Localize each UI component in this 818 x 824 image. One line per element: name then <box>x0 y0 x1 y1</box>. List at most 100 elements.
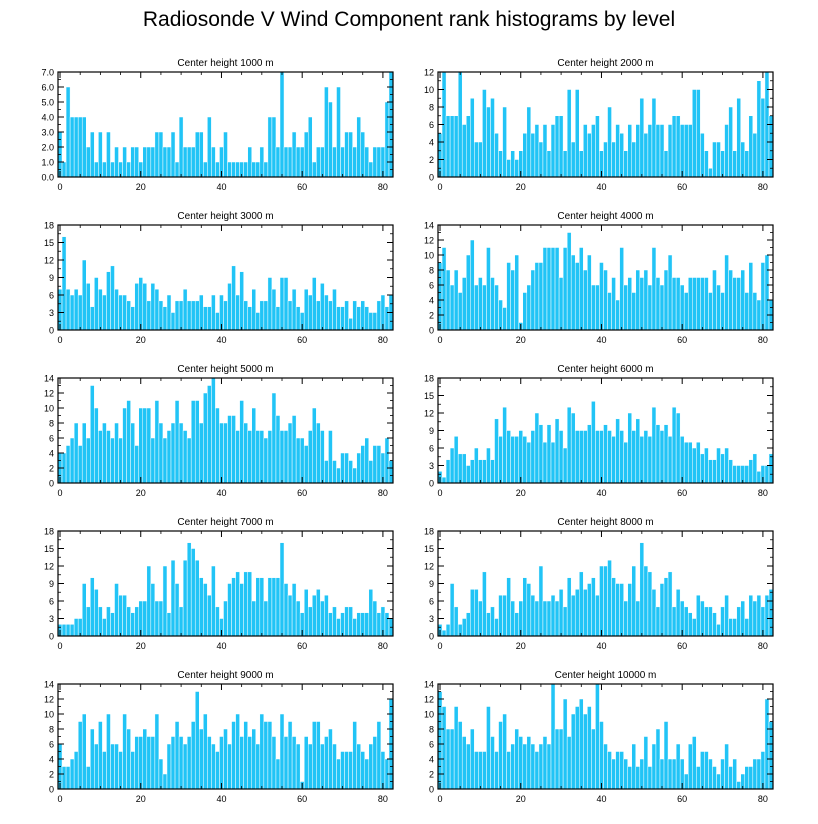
bar <box>118 594 123 637</box>
bar <box>194 131 200 178</box>
bar <box>211 743 216 790</box>
x-tick-label: 80 <box>378 182 388 192</box>
bar <box>611 277 616 331</box>
y-tick-label: 0 <box>429 785 434 795</box>
bar <box>134 146 139 178</box>
bar <box>502 594 507 637</box>
bar <box>474 141 479 178</box>
bar <box>90 306 95 331</box>
bar <box>461 277 467 331</box>
bar <box>554 115 560 178</box>
bar <box>675 115 681 178</box>
bar <box>583 589 588 637</box>
bar <box>263 721 269 790</box>
bar <box>295 437 301 484</box>
bar <box>671 606 677 637</box>
bar <box>744 150 750 178</box>
bar <box>591 577 596 637</box>
bar <box>138 407 144 484</box>
bar <box>659 124 665 178</box>
bar <box>643 269 649 331</box>
bar <box>748 262 754 331</box>
bar <box>558 589 564 637</box>
bar <box>530 133 536 178</box>
bar <box>215 751 220 790</box>
bar <box>619 247 624 331</box>
bar <box>199 294 204 331</box>
bar <box>307 743 313 790</box>
bar <box>190 548 196 637</box>
bar <box>303 736 309 790</box>
bar <box>482 459 487 484</box>
x-tick-label: 40 <box>216 182 226 192</box>
bar <box>595 430 600 484</box>
bar <box>368 460 374 484</box>
bar <box>595 683 600 790</box>
bar <box>720 150 725 178</box>
bar <box>736 781 741 790</box>
bar <box>675 743 681 790</box>
y-tick-label: 3 <box>429 461 434 471</box>
x-tick-label: 20 <box>516 488 526 498</box>
bar <box>328 728 333 790</box>
bar <box>348 606 353 637</box>
bar <box>142 283 148 331</box>
bar <box>61 236 67 331</box>
bar <box>162 146 168 178</box>
bar <box>708 459 713 484</box>
bar <box>502 106 507 178</box>
bar <box>287 146 293 178</box>
bar <box>659 583 665 637</box>
bar <box>611 141 616 178</box>
bar <box>364 437 370 484</box>
bar <box>574 262 580 331</box>
bar <box>86 437 91 484</box>
bar <box>542 247 548 331</box>
bar <box>356 743 361 790</box>
bar <box>748 594 754 637</box>
bar <box>599 430 604 484</box>
bar <box>724 254 729 331</box>
bar <box>170 736 176 790</box>
bar <box>316 721 321 790</box>
bar <box>223 422 228 484</box>
bar <box>704 277 709 331</box>
bar <box>752 133 758 178</box>
y-tick-label: 0 <box>429 173 434 183</box>
bar <box>324 460 329 484</box>
bar <box>667 254 673 331</box>
x-tick-label: 0 <box>58 182 63 192</box>
bar <box>712 141 717 178</box>
bar <box>530 430 536 484</box>
bar <box>482 571 487 637</box>
bar <box>251 728 257 790</box>
bar <box>453 269 459 331</box>
bar <box>526 441 532 484</box>
x-tick-label: 60 <box>297 335 307 345</box>
bar <box>279 71 285 178</box>
y-tick-label: 2 <box>429 311 434 321</box>
bar <box>591 728 596 790</box>
bar <box>142 600 148 637</box>
bar <box>579 698 584 790</box>
y-tick-label: 8 <box>429 725 434 735</box>
bar <box>340 751 345 790</box>
bar <box>546 247 552 331</box>
bar <box>69 116 75 178</box>
bar <box>279 430 285 484</box>
bar <box>332 288 337 331</box>
bar <box>194 559 200 637</box>
bar <box>627 583 632 637</box>
y-tick-label: 3 <box>429 614 434 624</box>
bar <box>114 288 119 331</box>
bar <box>146 146 152 178</box>
bar <box>728 618 733 637</box>
bar <box>372 600 378 637</box>
bar <box>235 294 240 331</box>
x-tick-label: 40 <box>596 641 606 651</box>
bar <box>534 262 540 331</box>
x-tick-label: 20 <box>516 641 526 651</box>
bar <box>486 706 491 790</box>
y-tick-label: 6 <box>49 434 54 444</box>
bar <box>207 736 212 790</box>
